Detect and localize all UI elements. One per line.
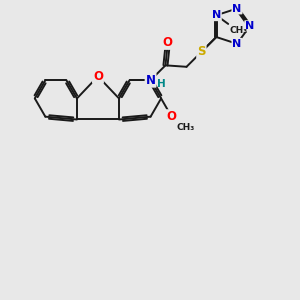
Text: O: O [93, 70, 103, 83]
Text: CH₃: CH₃ [176, 123, 194, 132]
Text: N: N [245, 21, 254, 31]
Text: O: O [167, 110, 177, 123]
Text: S: S [197, 45, 206, 58]
Text: N: N [212, 10, 221, 20]
Text: N: N [232, 39, 242, 49]
Text: H: H [157, 79, 166, 89]
Text: CH₃: CH₃ [230, 26, 248, 35]
Text: O: O [163, 36, 172, 49]
Text: N: N [146, 74, 156, 87]
Text: N: N [232, 4, 242, 14]
